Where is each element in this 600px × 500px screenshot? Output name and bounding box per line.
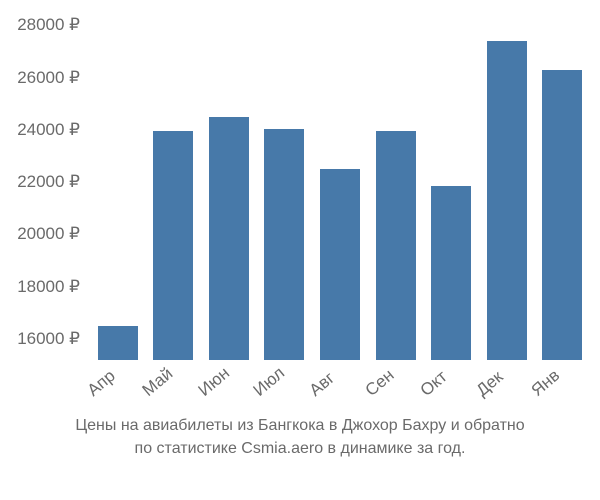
y-tick-label: 16000 ₽: [17, 329, 80, 349]
x-tick-label: Июл: [250, 363, 289, 401]
bar: [209, 117, 249, 360]
y-tick-label: 20000 ₽: [17, 224, 80, 244]
x-tick-label: Янв: [528, 366, 564, 401]
bar: [264, 129, 304, 360]
y-axis: 16000 ₽ 18000 ₽ 20000 ₽ 22000 ₽ 24000 ₽ 26000…: [0, 20, 90, 360]
bar: [431, 186, 471, 360]
plot-area: [90, 20, 590, 360]
caption-line-1: Цены на авиабилеты из Бангкока в Джохор …: [75, 417, 524, 434]
bar: [487, 41, 527, 360]
bar: [320, 169, 360, 360]
x-tick-label: Июн: [194, 363, 233, 400]
x-tick-label: Май: [139, 364, 177, 401]
bar: [153, 131, 193, 360]
y-tick-label: 28000 ₽: [17, 15, 80, 35]
x-tick-label: Авг: [306, 368, 339, 400]
chart-caption: Цены на авиабилеты из Бангкока в Джохор …: [0, 415, 600, 460]
bar: [542, 70, 582, 360]
x-tick-label: Сен: [361, 365, 398, 400]
price-chart: 16000 ₽ 18000 ₽ 20000 ₽ 22000 ₽ 24000 ₽ 26000…: [0, 20, 600, 400]
x-tick-label: Апр: [83, 366, 119, 401]
y-tick-label: 26000 ₽: [17, 68, 80, 88]
y-tick-label: 22000 ₽: [17, 172, 80, 192]
bar: [376, 131, 416, 360]
caption-line-2: по статистике Csmia.aero в динамике за г…: [135, 440, 466, 457]
x-tick-label: Окт: [417, 367, 452, 401]
x-axis: АпрМайИюнИюлАвгСенОктДекЯнв: [90, 365, 590, 405]
bar: [98, 326, 138, 360]
y-tick-label: 18000 ₽: [17, 277, 80, 297]
y-tick-label: 24000 ₽: [17, 120, 80, 140]
x-tick-label: Дек: [472, 367, 507, 401]
